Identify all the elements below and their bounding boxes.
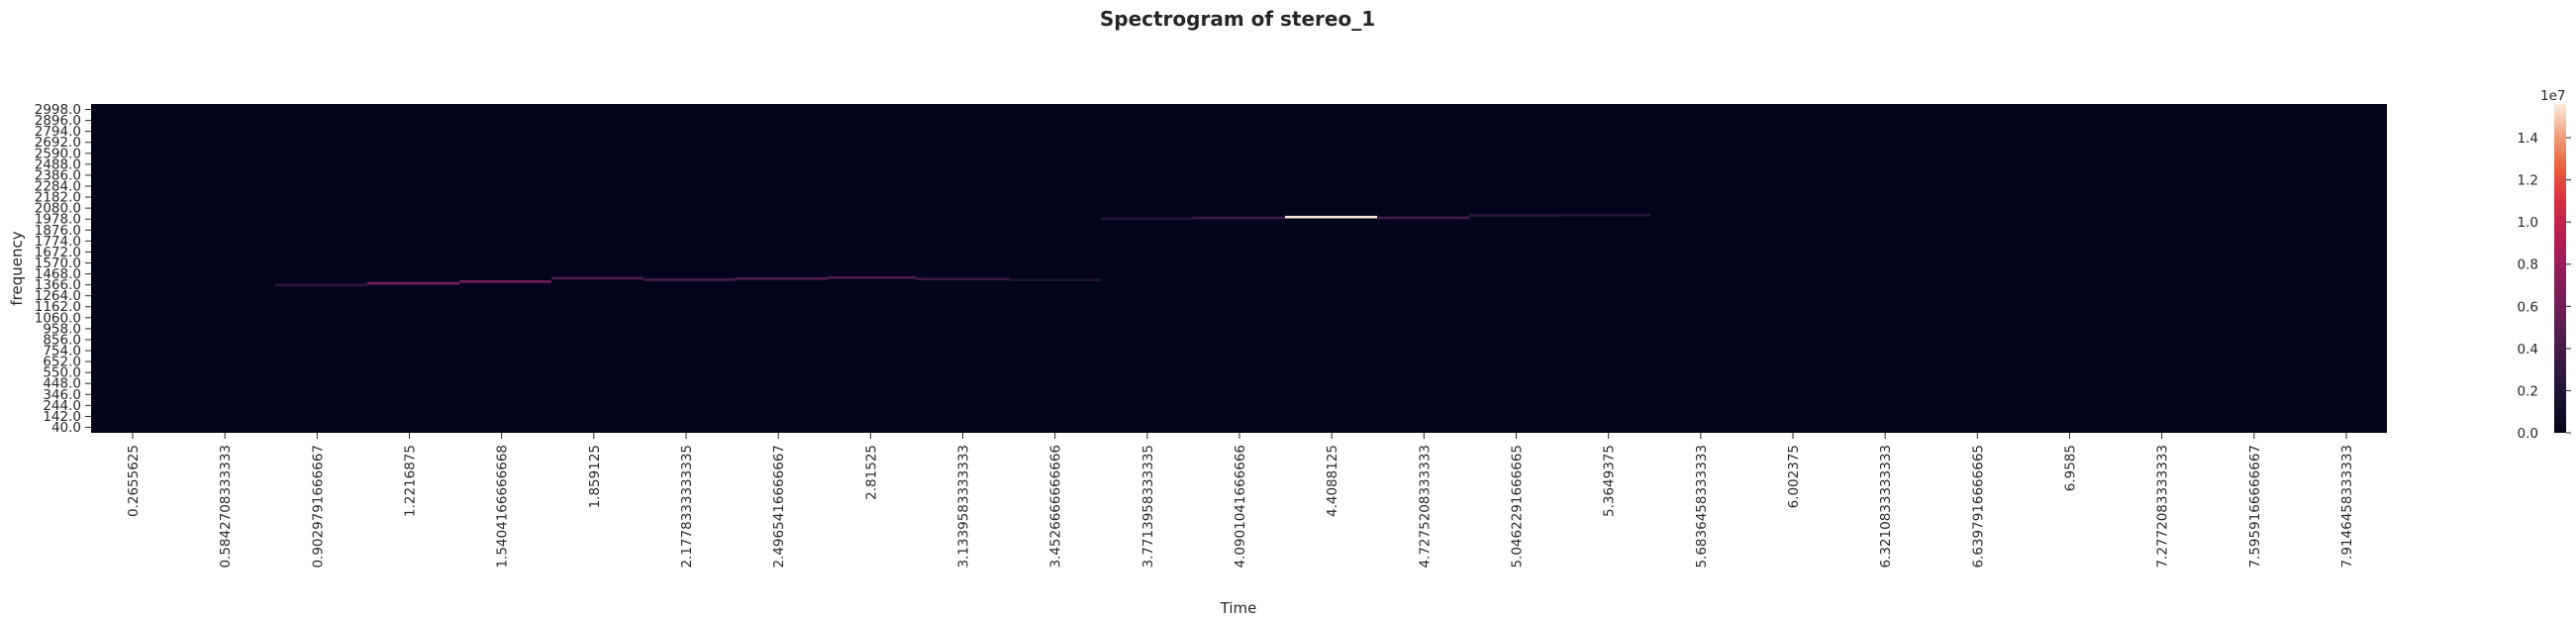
x-tick-label: 2.81525 xyxy=(863,445,879,500)
y-tick-label: 2488.0 xyxy=(35,156,81,172)
y-tick-label: 2284.0 xyxy=(35,178,81,194)
y-tick-label: 1978.0 xyxy=(35,212,81,228)
y-tick-label: 1672.0 xyxy=(35,245,81,260)
y-tick-label: 40.0 xyxy=(51,420,81,436)
x-tick-label: 0.9029791666667 xyxy=(310,445,326,568)
y-tick-label: 346.0 xyxy=(43,387,81,403)
y-tick-label: 2896.0 xyxy=(35,113,81,129)
y-tick-label: 2794.0 xyxy=(35,124,81,140)
x-tick-label: 5.6836458333333 xyxy=(1694,445,1710,568)
colorbar-tick-label: 0.0 xyxy=(2518,426,2538,442)
spectrogram-segment xyxy=(1469,214,1561,217)
y-axis-ticks: 2998.02896.02794.02692.02590.02488.02386… xyxy=(35,102,91,436)
chart-title: Spectrogram of stereo_1 xyxy=(1100,7,1375,31)
x-tick-label: 1.2216875 xyxy=(403,445,419,517)
y-tick-label: 958.0 xyxy=(43,321,81,337)
x-tick-label: 4.0901041666666 xyxy=(1233,445,1248,568)
y-tick-label: 1162.0 xyxy=(35,299,81,315)
y-tick-label: 448.0 xyxy=(43,376,81,392)
spectrogram-segment xyxy=(551,276,644,280)
x-tick-label: 7.2772083333333 xyxy=(2155,445,2171,568)
y-tick-label: 1570.0 xyxy=(35,256,81,271)
spectrogram-segment xyxy=(917,277,1009,281)
x-tick-label: 7.9146458333333 xyxy=(2339,445,2355,568)
spectrogram-segment xyxy=(1377,216,1469,220)
x-tick-label: 0.2655625 xyxy=(126,445,142,517)
y-tick-label: 754.0 xyxy=(43,344,81,360)
colorbar-ticks: 0.0 0.2 0.4 0.6 0.8 1.0 1.2 1.4 xyxy=(2518,131,2571,442)
colorbar xyxy=(2554,104,2566,433)
x-tick-label: 7.5959166666667 xyxy=(2247,445,2263,568)
x-tick-label: 5.3649375 xyxy=(1602,445,1618,517)
colorbar-tick-label: 0.6 xyxy=(2518,299,2538,315)
y-tick-label: 2998.0 xyxy=(35,102,81,118)
y-axis-label: frequency xyxy=(8,231,26,305)
y-tick-label: 1876.0 xyxy=(35,223,81,239)
y-tick-label: 1774.0 xyxy=(35,234,81,250)
x-tick-label: 6.9585 xyxy=(2063,445,2079,491)
x-tick-label: 3.7713958333335 xyxy=(1140,445,1156,568)
x-axis-label: Time xyxy=(1220,599,1257,617)
y-tick-label: 2692.0 xyxy=(35,135,81,151)
y-tick-label: 2386.0 xyxy=(35,167,81,183)
spectrogram-segment xyxy=(1101,217,1193,221)
spectrogram-segment xyxy=(1561,213,1651,217)
x-tick-label: 4.7275208333333 xyxy=(1417,445,1433,568)
y-tick-label: 1264.0 xyxy=(35,288,81,304)
spectrogram-segment xyxy=(459,280,551,283)
y-tick-label: 856.0 xyxy=(43,332,81,348)
y-tick-label: 142.0 xyxy=(43,409,81,425)
x-tick-label: 2.1778333333335 xyxy=(679,445,695,568)
x-tick-label: 1.859125 xyxy=(587,445,603,508)
x-tick-label: 3.4526666666666 xyxy=(1048,445,1064,568)
spectrogram-segment xyxy=(275,283,367,287)
x-tick-label: 4.4088125 xyxy=(1325,445,1340,517)
y-tick-label: 652.0 xyxy=(43,355,81,370)
colorbar-tick-label: 1.4 xyxy=(2518,131,2538,147)
y-tick-label: 2080.0 xyxy=(35,201,81,217)
y-tick-label: 244.0 xyxy=(43,398,81,414)
heatmap-background xyxy=(91,104,2387,433)
spectrogram-segment xyxy=(1193,216,1285,220)
y-tick-label: 1060.0 xyxy=(35,310,81,326)
colorbar-tick-label: 1.2 xyxy=(2518,173,2538,189)
y-tick-label: 550.0 xyxy=(43,365,81,381)
spectrogram-segment xyxy=(827,275,917,279)
heatmap-cells xyxy=(275,213,1651,287)
colorbar-tick-label: 1.0 xyxy=(2518,215,2538,231)
x-axis-ticks: 0.2655625 0.5842708333333 0.9029791666667 1… xyxy=(126,433,2355,568)
y-tick-label: 2182.0 xyxy=(35,190,81,206)
spectrogram-segment xyxy=(644,278,736,281)
spectrogram-segment xyxy=(1009,278,1101,281)
colorbar-tick-label: 0.8 xyxy=(2518,258,2538,273)
y-tick-label: 1468.0 xyxy=(35,266,81,282)
spectrogram-segment xyxy=(735,277,828,280)
x-tick-label: 0.5842708333333 xyxy=(218,445,234,568)
x-tick-label: 6.6397916666665 xyxy=(1970,445,1986,568)
x-tick-label: 3.1339583333333 xyxy=(956,445,972,568)
spectrogram-segment xyxy=(1285,215,1377,219)
x-tick-label: 2.4965416666667 xyxy=(771,445,787,568)
x-tick-label: 1.5404166666668 xyxy=(495,445,511,568)
colorbar-tick-label: 0.4 xyxy=(2518,342,2538,358)
colorbar-tick-label: 0.2 xyxy=(2518,383,2538,399)
x-tick-label: 5.0462291666665 xyxy=(1510,445,1526,568)
x-tick-label: 6.3210833333333 xyxy=(1878,445,1894,568)
spectrogram-segment xyxy=(367,281,459,285)
y-tick-label: 2590.0 xyxy=(35,146,81,161)
colorbar-offset-label: 1e7 xyxy=(2540,88,2565,104)
x-tick-label: 6.002375 xyxy=(1786,445,1802,508)
y-tick-label: 1366.0 xyxy=(35,277,81,293)
